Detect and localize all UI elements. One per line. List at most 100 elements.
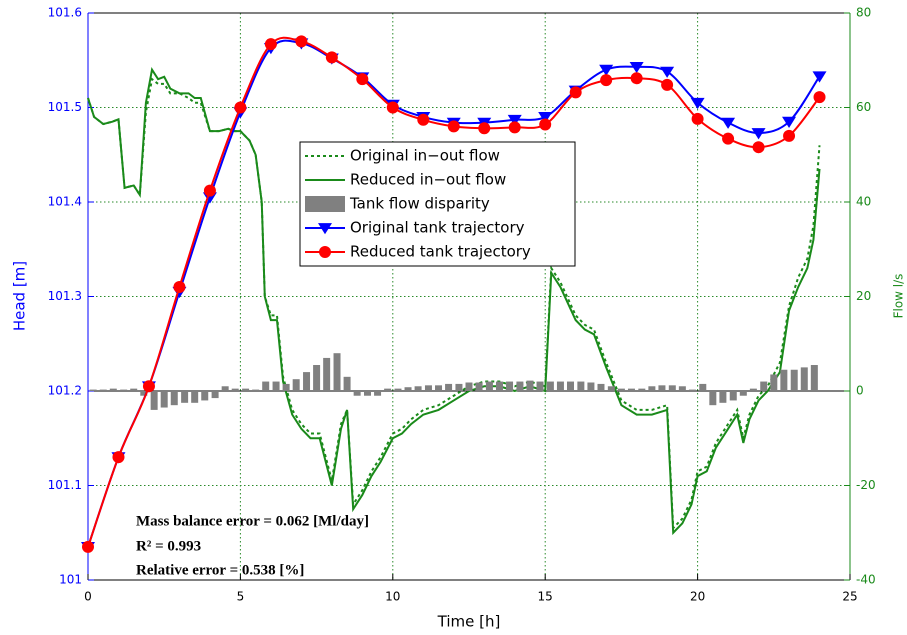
marker	[629, 61, 644, 74]
bar	[160, 391, 168, 408]
marker	[142, 380, 155, 393]
marker	[782, 116, 797, 128]
marker	[295, 35, 308, 48]
marker	[318, 223, 332, 235]
y2-tick-label: 80	[856, 6, 871, 20]
legend-label: Reduced in−out flow	[350, 171, 506, 189]
bar	[170, 391, 178, 406]
bar	[617, 388, 625, 391]
bar	[648, 386, 656, 391]
bar	[597, 383, 605, 391]
series-line	[87, 36, 821, 548]
bar	[495, 381, 503, 391]
bar	[739, 391, 747, 396]
y-tick-label: 101.4	[48, 195, 82, 209]
marker	[203, 184, 216, 197]
bar	[231, 388, 239, 391]
bar	[181, 391, 189, 403]
marker	[660, 66, 675, 78]
marker	[690, 97, 705, 110]
marker	[752, 141, 765, 154]
bar	[150, 391, 158, 410]
marker	[721, 117, 736, 129]
annotation: R² = 0.993	[136, 538, 201, 554]
bar	[516, 381, 524, 391]
legend-label: Tank flow disparity	[349, 195, 490, 213]
bar	[130, 388, 138, 391]
bar	[780, 369, 788, 391]
y-tick-label: 101	[59, 573, 82, 587]
bar	[668, 385, 676, 391]
bar	[688, 389, 696, 391]
bar	[99, 389, 107, 391]
bar	[313, 365, 321, 391]
bar	[790, 369, 798, 391]
marker	[751, 128, 766, 140]
y2-tick-label: 40	[856, 195, 871, 209]
bar	[577, 381, 585, 391]
bar	[404, 387, 412, 391]
marker	[630, 72, 643, 85]
y2-tick-label: 0	[856, 384, 864, 398]
marker	[813, 91, 826, 104]
marker	[783, 129, 796, 142]
bar	[282, 383, 290, 391]
bar	[109, 388, 117, 391]
x-tick-label: 10	[385, 590, 400, 604]
marker	[538, 112, 553, 124]
x-tick-label: 15	[538, 590, 553, 604]
bar	[323, 357, 331, 391]
bar	[333, 353, 341, 391]
bar	[435, 385, 443, 391]
bar	[191, 391, 199, 403]
series-line	[87, 39, 821, 548]
bar	[536, 381, 544, 391]
bar	[678, 386, 686, 391]
marker	[722, 132, 735, 145]
legend-label: Reduced tank trajectory	[350, 243, 531, 261]
marker	[319, 246, 331, 258]
bar	[800, 367, 808, 391]
y-axis-label: Head [m]	[11, 261, 29, 331]
legend-label: Original in−out flow	[350, 147, 500, 165]
bar	[810, 365, 818, 391]
bar	[627, 388, 635, 391]
x-tick-label: 5	[237, 590, 245, 604]
marker	[507, 114, 522, 127]
bar	[201, 391, 209, 401]
marker	[478, 122, 491, 135]
bar	[211, 391, 219, 399]
bar	[364, 391, 372, 396]
marker	[812, 71, 827, 83]
bar	[303, 372, 311, 391]
marker	[234, 101, 247, 114]
bar	[353, 391, 361, 396]
y2-tick-label: 20	[856, 289, 871, 303]
bar	[506, 381, 514, 391]
bar	[424, 385, 432, 391]
marker	[417, 113, 430, 126]
marker	[661, 78, 674, 91]
marker	[112, 451, 125, 464]
bar	[262, 381, 270, 391]
bar	[566, 381, 574, 391]
bar	[221, 386, 229, 391]
bar	[343, 376, 351, 391]
bar	[384, 388, 392, 391]
bar	[729, 391, 737, 401]
bar	[485, 381, 493, 391]
bar	[760, 381, 768, 391]
marker	[691, 112, 704, 125]
x-tick-label: 0	[84, 590, 92, 604]
marker	[569, 86, 582, 99]
bar	[272, 381, 280, 391]
marker	[264, 38, 277, 51]
bar	[445, 383, 453, 391]
bar	[292, 379, 300, 391]
bar	[638, 388, 646, 391]
marker	[539, 118, 552, 131]
y2-tick-label: 60	[856, 100, 871, 114]
bar	[414, 386, 422, 391]
